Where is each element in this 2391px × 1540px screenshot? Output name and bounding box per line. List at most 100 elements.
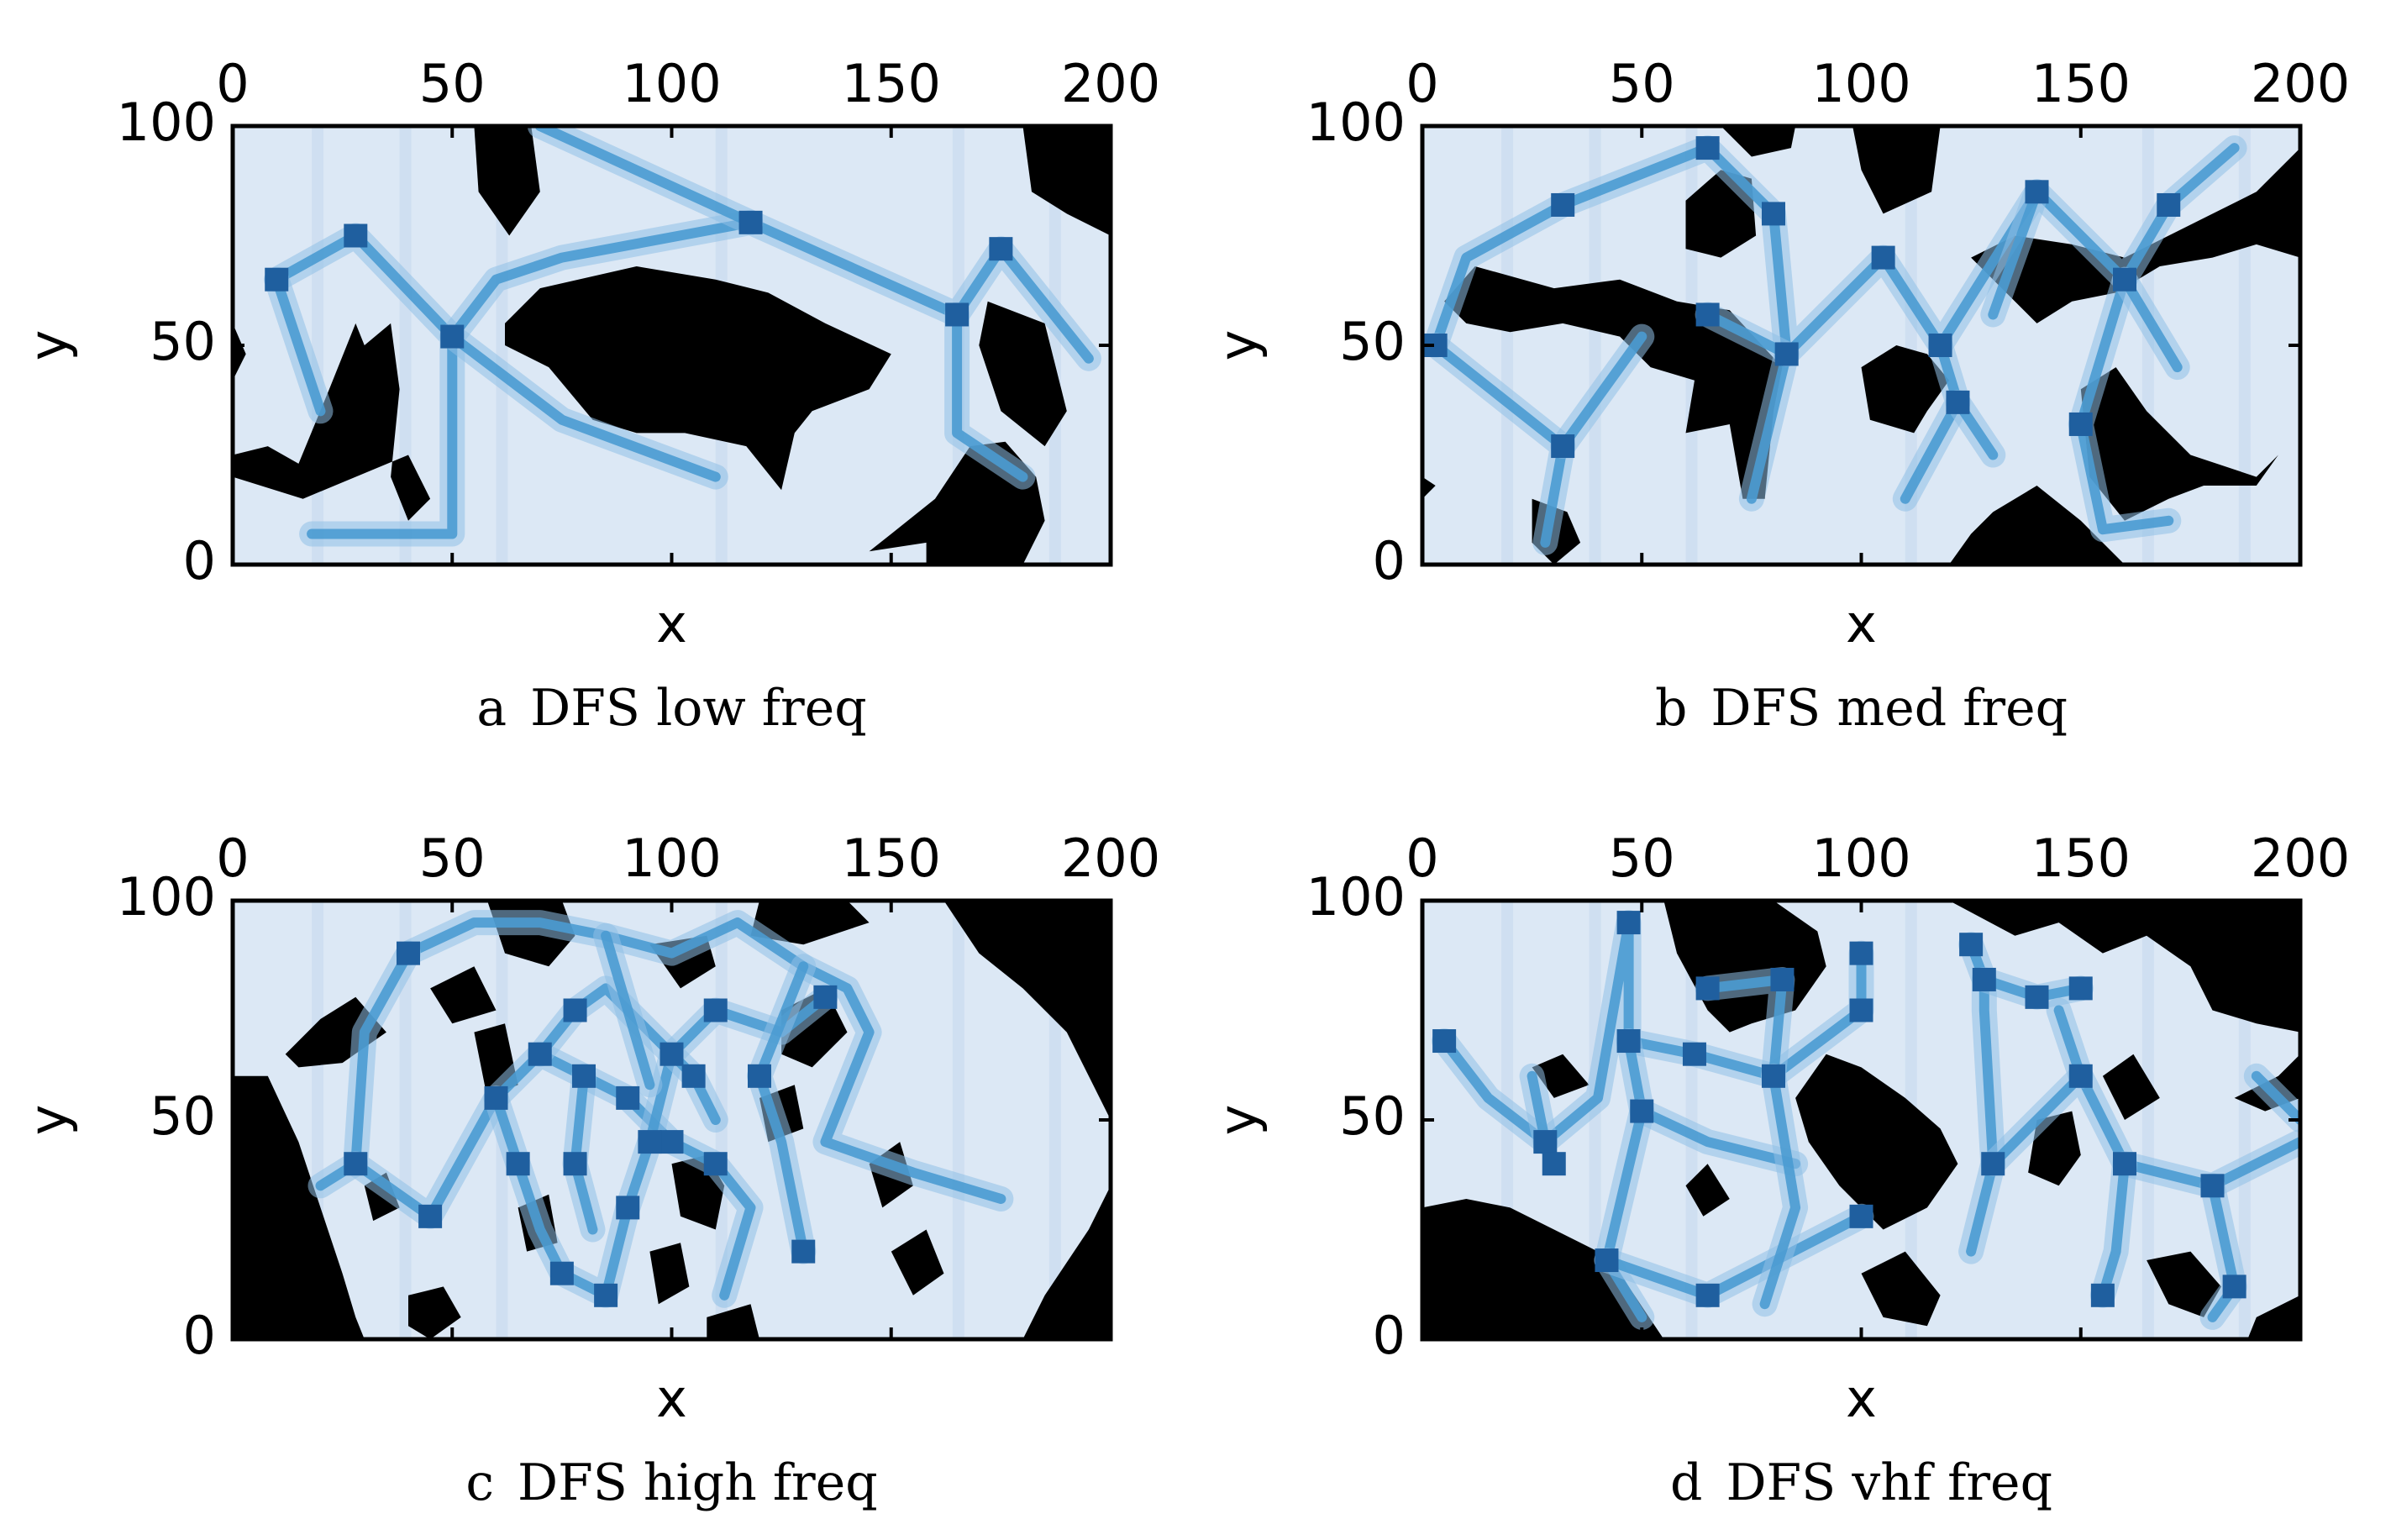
obstacle: [1422, 1199, 1664, 1339]
x-tick-label: 100: [622, 828, 721, 889]
background-streak: [399, 901, 412, 1339]
waypoint-node: [2200, 1174, 2225, 1198]
obstacle: [891, 1229, 944, 1296]
waypoint-node: [791, 1239, 816, 1264]
background-streak: [1048, 126, 1061, 565]
waypoint-node: [563, 1152, 587, 1176]
background-streak: [1685, 901, 1698, 1339]
panel-caption: c DFS high freq: [465, 1453, 877, 1512]
search-path: [1430, 143, 2240, 360]
obstacle: [1852, 126, 1941, 214]
y-tick-label: 0: [183, 1305, 216, 1366]
waypoint-node: [1946, 390, 1970, 414]
plot-area: [1422, 901, 2300, 1339]
waypoint-node: [1630, 1099, 1654, 1123]
waypoint-node: [1871, 245, 1895, 270]
y-axis-label: y: [18, 330, 79, 361]
y-tick-label: 0: [1373, 1305, 1406, 1366]
x-tick-label: 50: [419, 53, 486, 114]
background-streak: [1905, 126, 1917, 565]
waypoint-node: [989, 237, 1013, 261]
search-path: [1746, 349, 1792, 504]
x-axis-label: x: [1846, 1368, 1877, 1429]
y-tick-label: 100: [117, 866, 216, 928]
x-tick-label: 50: [1609, 53, 1675, 114]
waypoint-node: [1595, 1248, 1619, 1273]
waypoint-node: [528, 1042, 552, 1066]
obstacle: [1971, 148, 2300, 323]
waypoint-node: [2113, 267, 2136, 292]
x-tick-label: 150: [842, 828, 941, 889]
waypoint-node: [638, 1130, 662, 1154]
x-tick-label: 100: [622, 53, 721, 114]
search-path: [2251, 1070, 2300, 1125]
search-path: [952, 309, 1028, 482]
panel-caption: d DFS vhf freq: [1670, 1453, 2052, 1512]
waypoint-node: [1762, 202, 1785, 226]
search-path: [2075, 274, 2174, 535]
search-path: [754, 961, 809, 1257]
panel-b: 0 50 100 150 200 0 50 100 x y b DFS med freq: [1207, 53, 2350, 737]
waypoint-node: [1682, 1042, 1706, 1066]
waypoint-node: [484, 1085, 508, 1110]
waypoint-node: [616, 1085, 640, 1110]
search-path: [1558, 331, 1647, 452]
x-tick-label: 150: [842, 53, 941, 114]
x-tick-label: 200: [1061, 828, 1160, 889]
x-tick-label: 150: [2031, 828, 2131, 889]
y-tick-label: 100: [1306, 866, 1406, 928]
search-path: [1759, 1070, 1801, 1310]
background-streak: [2141, 901, 2154, 1339]
obstacle: [233, 323, 246, 381]
waypoint-node: [616, 1196, 640, 1220]
search-path: [2097, 1159, 2130, 1301]
search-path: [601, 930, 655, 1091]
plot-area: [233, 901, 1111, 1339]
obstacle: [707, 1304, 759, 1339]
search-path: [447, 331, 721, 482]
background-streak: [952, 901, 964, 1339]
plot-area: [233, 126, 1111, 565]
panel-caption: b DFS med freq: [1655, 679, 2068, 738]
y-axis-label: y: [18, 1105, 79, 1136]
x-tick-label: 50: [1609, 828, 1675, 889]
waypoint-node: [1774, 342, 1799, 366]
waypoint-node: [1432, 1029, 1457, 1054]
waypoint-node: [440, 324, 465, 349]
caption-letter: a: [476, 679, 507, 738]
waypoint-node: [659, 1130, 684, 1154]
x-axis-label: x: [656, 593, 687, 654]
y-tick-label: 50: [150, 1085, 216, 1147]
waypoint-node: [397, 941, 420, 965]
waypoint-node: [1695, 976, 1720, 1001]
background-streak: [2238, 126, 2251, 565]
caption-title: DFS med freq: [1710, 679, 2068, 738]
x-tick-label: 50: [419, 828, 486, 889]
waypoint-node: [1551, 434, 1575, 459]
x-tick-label: 0: [216, 53, 249, 114]
obstacle: [1949, 486, 2125, 565]
waypoint-node: [506, 1152, 530, 1176]
waypoint-node: [418, 1204, 443, 1228]
obstacle: [1861, 345, 1949, 434]
waypoint-node: [738, 210, 763, 234]
caption-title: DFS low freq: [530, 679, 866, 738]
x-tick-label: 200: [2251, 828, 2350, 889]
waypoint-node: [572, 1064, 596, 1088]
search-path: [1623, 1036, 1801, 1169]
search-path: [271, 274, 326, 417]
obstacle: [649, 1243, 690, 1305]
waypoint-node: [1551, 192, 1575, 217]
waypoint-node: [1972, 967, 1996, 991]
y-tick-label: 50: [150, 311, 216, 372]
waypoint-node: [813, 985, 838, 1009]
waypoint-node: [2068, 1064, 2093, 1088]
search-path: [1439, 917, 1867, 1148]
search-path: [1702, 309, 1792, 360]
obstacle: [1022, 126, 1111, 236]
x-tick-label: 0: [1406, 828, 1438, 889]
x-tick-label: 100: [1811, 828, 1910, 889]
y-tick-label: 100: [1306, 92, 1406, 153]
waypoint-node: [2090, 1283, 2115, 1307]
